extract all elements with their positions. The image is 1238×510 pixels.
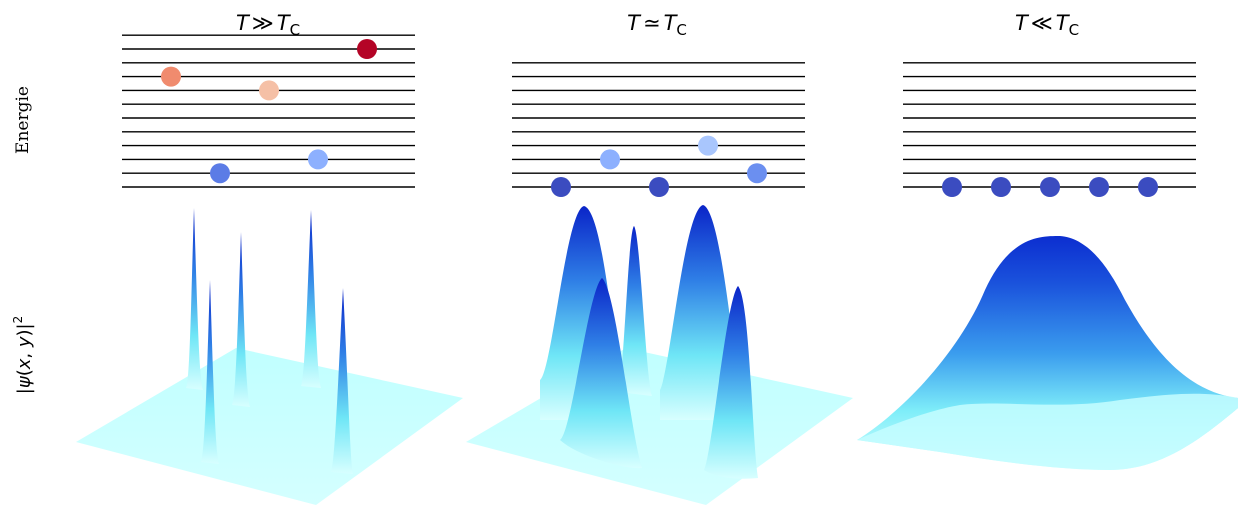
energy-levels-panel-2 — [512, 62, 805, 197]
title-1-rel: ≫ — [252, 11, 274, 35]
title-panel-2: T ≃ TC — [627, 11, 687, 39]
surface-plane — [466, 348, 853, 505]
title-1-T: T — [236, 11, 251, 35]
surface-peak — [618, 226, 652, 396]
energy-levels-panel-1 — [122, 34, 415, 188]
surface-peak — [704, 286, 758, 479]
particle — [1040, 177, 1060, 197]
surface-peak — [560, 278, 642, 469]
surface-gaussian-base — [857, 393, 1238, 470]
particle — [698, 135, 718, 156]
title-panel-1: T ≫ TC — [236, 11, 300, 39]
energy-levels-panel-3 — [903, 62, 1196, 197]
wavefunction-surface-panel-2 — [466, 205, 853, 505]
wavefunction-surface-panel-3 — [857, 236, 1238, 470]
title-2-Tc: T — [664, 11, 679, 35]
title-1-Tc: T — [277, 11, 292, 35]
title-2-T: T — [627, 11, 642, 35]
wavefunction-axis-label: |ψ(x, y)|2 — [11, 316, 35, 395]
title-2-sub: C — [676, 21, 686, 39]
particle — [991, 177, 1011, 197]
title-3-sub: C — [1069, 21, 1079, 39]
particle — [357, 39, 377, 59]
particle — [161, 66, 181, 87]
surface-peak — [301, 210, 321, 388]
wavefunction-surface-panel-1 — [76, 208, 463, 505]
particle — [259, 80, 279, 101]
particle — [1089, 177, 1109, 197]
title-2-rel: ≃ — [643, 11, 661, 35]
particle — [942, 177, 962, 197]
particle — [600, 149, 620, 170]
particle — [308, 149, 328, 170]
title-panel-3: T ≪ TC — [1015, 11, 1079, 39]
particle — [747, 163, 767, 184]
surface-peak — [201, 280, 219, 464]
surface-peak — [186, 208, 203, 390]
particle — [649, 177, 669, 197]
surface-peak — [331, 288, 353, 474]
title-3-rel: ≪ — [1031, 11, 1053, 35]
energy-axis-label: Energie — [13, 86, 33, 154]
surface-plane — [76, 348, 463, 505]
title-3-Tc: T — [1056, 11, 1071, 35]
particle — [551, 177, 571, 197]
title-3-T: T — [1015, 11, 1030, 35]
particle — [210, 163, 230, 184]
surface-peak — [232, 232, 250, 407]
particle — [1138, 177, 1158, 197]
title-1-sub: C — [290, 21, 300, 39]
